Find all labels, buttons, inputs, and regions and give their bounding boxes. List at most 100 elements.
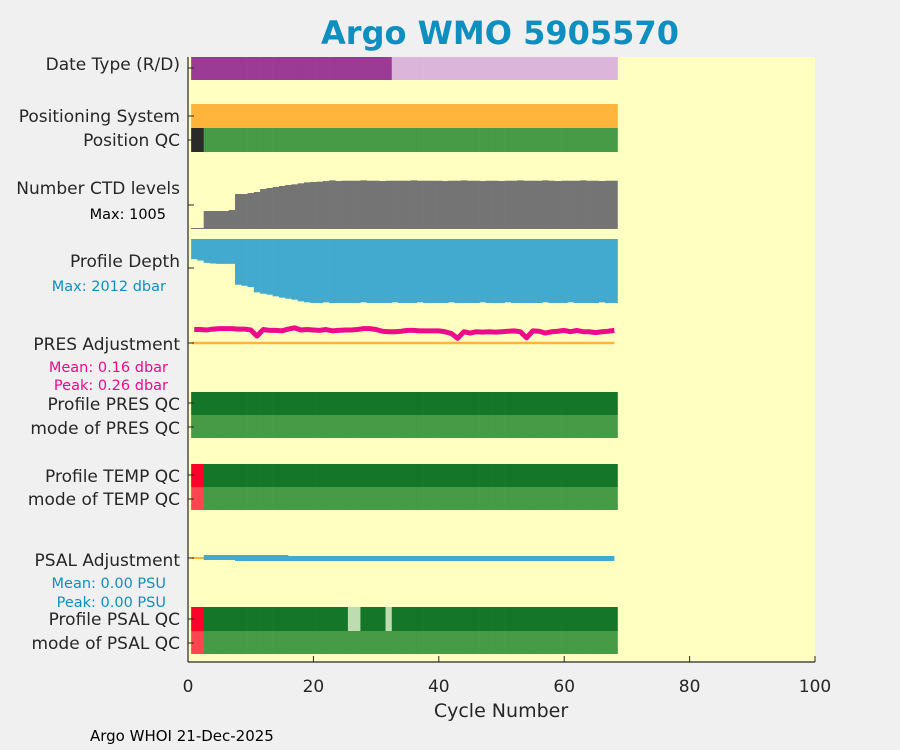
date-type-cycle-34 <box>398 57 405 80</box>
pres-qc-cycle-3 <box>203 392 211 415</box>
pres-qc-cycle-51 <box>504 392 512 415</box>
temp-mode-cycle-38 <box>423 487 430 510</box>
pres-mode-cycle-23 <box>329 415 336 438</box>
positioning-system-cycle-12 <box>260 104 267 128</box>
position-qc-cycle-45 <box>467 128 474 152</box>
pres-mode-cycle-10 <box>247 415 255 438</box>
ctd-bar-cycle-4 <box>209 211 217 229</box>
chart-marks <box>191 57 618 654</box>
depth-bar-cycle-53 <box>517 239 524 303</box>
x-tick-label-20: 20 <box>303 677 325 697</box>
ctd-bar-cycle-68 <box>611 180 618 229</box>
positioning-system-cycle-25 <box>341 104 349 128</box>
temp-mode-cycle-65 <box>592 487 599 510</box>
temp-qc-cycle-68 <box>611 464 618 487</box>
ctd-bar-cycle-15 <box>278 185 286 229</box>
ctd-bar-cycle-59 <box>554 181 562 229</box>
date-type-cycle-51 <box>504 57 512 80</box>
psal-mode-cycle-43 <box>454 631 462 654</box>
positioning-system-cycle-26 <box>347 104 355 128</box>
pres-mode-cycle-67 <box>604 415 612 438</box>
position-qc-cycle-52 <box>510 128 518 152</box>
pres-mode-cycle-41 <box>441 415 449 438</box>
positioning-system-cycle-1 <box>191 104 198 128</box>
pres-mode-cycle-1 <box>191 415 198 438</box>
position-qc-cycle-3 <box>203 128 211 152</box>
depth-bar-cycle-58 <box>548 239 556 303</box>
temp-qc-cycle-10 <box>247 464 255 487</box>
temp-mode-cycle-23 <box>329 487 336 510</box>
temp-qc-cycle-57 <box>542 464 549 487</box>
pres-qc-cycle-33 <box>391 392 399 415</box>
label-positioning-system: Positioning System <box>19 107 180 127</box>
psal-qc-cycle-28 <box>360 607 367 631</box>
positioning-system-cycle-5 <box>216 104 223 128</box>
psal-qc-cycle-4 <box>209 607 217 631</box>
depth-bar-cycle-17 <box>291 239 299 300</box>
temp-qc-cycle-64 <box>586 464 593 487</box>
label-psal-mean: Mean: 0.00 PSU <box>52 576 166 592</box>
pres-qc-cycle-43 <box>454 392 462 415</box>
date-type-cycle-11 <box>253 57 261 80</box>
depth-bar-cycle-29 <box>366 239 374 303</box>
label-ctd-max: Max: 1005 <box>90 207 166 223</box>
date-type-cycle-67 <box>604 57 612 80</box>
positioning-system-cycle-55 <box>529 104 537 128</box>
positioning-system-cycle-35 <box>404 104 411 128</box>
position-qc-cycle-43 <box>454 128 462 152</box>
psal-mode-cycle-14 <box>272 631 280 654</box>
positioning-system-cycle-28 <box>360 104 367 128</box>
pres-qc-cycle-12 <box>260 392 267 415</box>
temp-mode-cycle-19 <box>303 487 311 510</box>
position-qc-cycle-66 <box>598 128 606 152</box>
position-qc-cycle-67 <box>604 128 612 152</box>
psal-mode-cycle-34 <box>398 631 405 654</box>
x-ticks: 0 20 40 60 80 100 <box>183 67 831 697</box>
pres-qc-cycle-31 <box>379 392 386 415</box>
depth-bar-cycle-36 <box>410 239 418 303</box>
pres-qc-cycle-63 <box>579 392 587 415</box>
ctd-bar-cycle-43 <box>454 180 462 229</box>
psal-qc-cycle-43 <box>454 607 462 631</box>
pres-mode-cycle-50 <box>498 415 505 438</box>
date-type-cycle-5 <box>216 57 223 80</box>
depth-bar-cycle-28 <box>360 239 367 303</box>
temp-mode-cycle-44 <box>460 487 468 510</box>
temp-mode-cycle-43 <box>454 487 462 510</box>
temp-qc-cycle-21 <box>316 464 324 487</box>
temp-qc-cycle-7 <box>228 464 236 487</box>
temp-qc-cycle-33 <box>391 464 399 487</box>
pres-qc-cycle-45 <box>467 392 474 415</box>
position-qc-cycle-51 <box>504 128 512 152</box>
positioning-system-cycle-47 <box>479 104 487 128</box>
temp-qc-cycle-38 <box>423 464 430 487</box>
ctd-bar-cycle-28 <box>360 180 367 229</box>
psal-qc-cycle-52 <box>510 607 518 631</box>
label-position-qc: Position QC <box>83 131 180 151</box>
pres-mode-cycle-49 <box>492 415 499 438</box>
temp-mode-cycle-46 <box>473 487 480 510</box>
temp-qc-cycle-43 <box>454 464 462 487</box>
pres-mode-cycle-66 <box>598 415 606 438</box>
psal-mode-cycle-61 <box>567 631 574 654</box>
pres-mode-cycle-33 <box>391 415 399 438</box>
depth-bar-cycle-48 <box>485 239 493 303</box>
temp-mode-cycle-49 <box>492 487 499 510</box>
temp-qc-cycle-35 <box>404 464 411 487</box>
positioning-system-cycle-19 <box>303 104 311 128</box>
psal-mode-cycle-47 <box>479 631 487 654</box>
positioning-system-cycle-21 <box>316 104 324 128</box>
pres-mode-cycle-19 <box>303 415 311 438</box>
date-type-cycle-10 <box>247 57 255 80</box>
temp-qc-cycle-29 <box>366 464 374 487</box>
depth-bar-cycle-56 <box>535 239 543 303</box>
ctd-bar-cycle-38 <box>423 180 430 229</box>
temp-qc-cycle-45 <box>467 464 474 487</box>
pres-qc-cycle-66 <box>598 392 606 415</box>
pres-mode-cycle-9 <box>241 415 248 438</box>
psal-mode-cycle-5 <box>216 631 223 654</box>
date-type-cycle-55 <box>529 57 537 80</box>
psal-mode-cycle-45 <box>467 631 474 654</box>
psal-qc-cycle-21 <box>316 607 324 631</box>
temp-qc-cycle-23 <box>329 464 336 487</box>
